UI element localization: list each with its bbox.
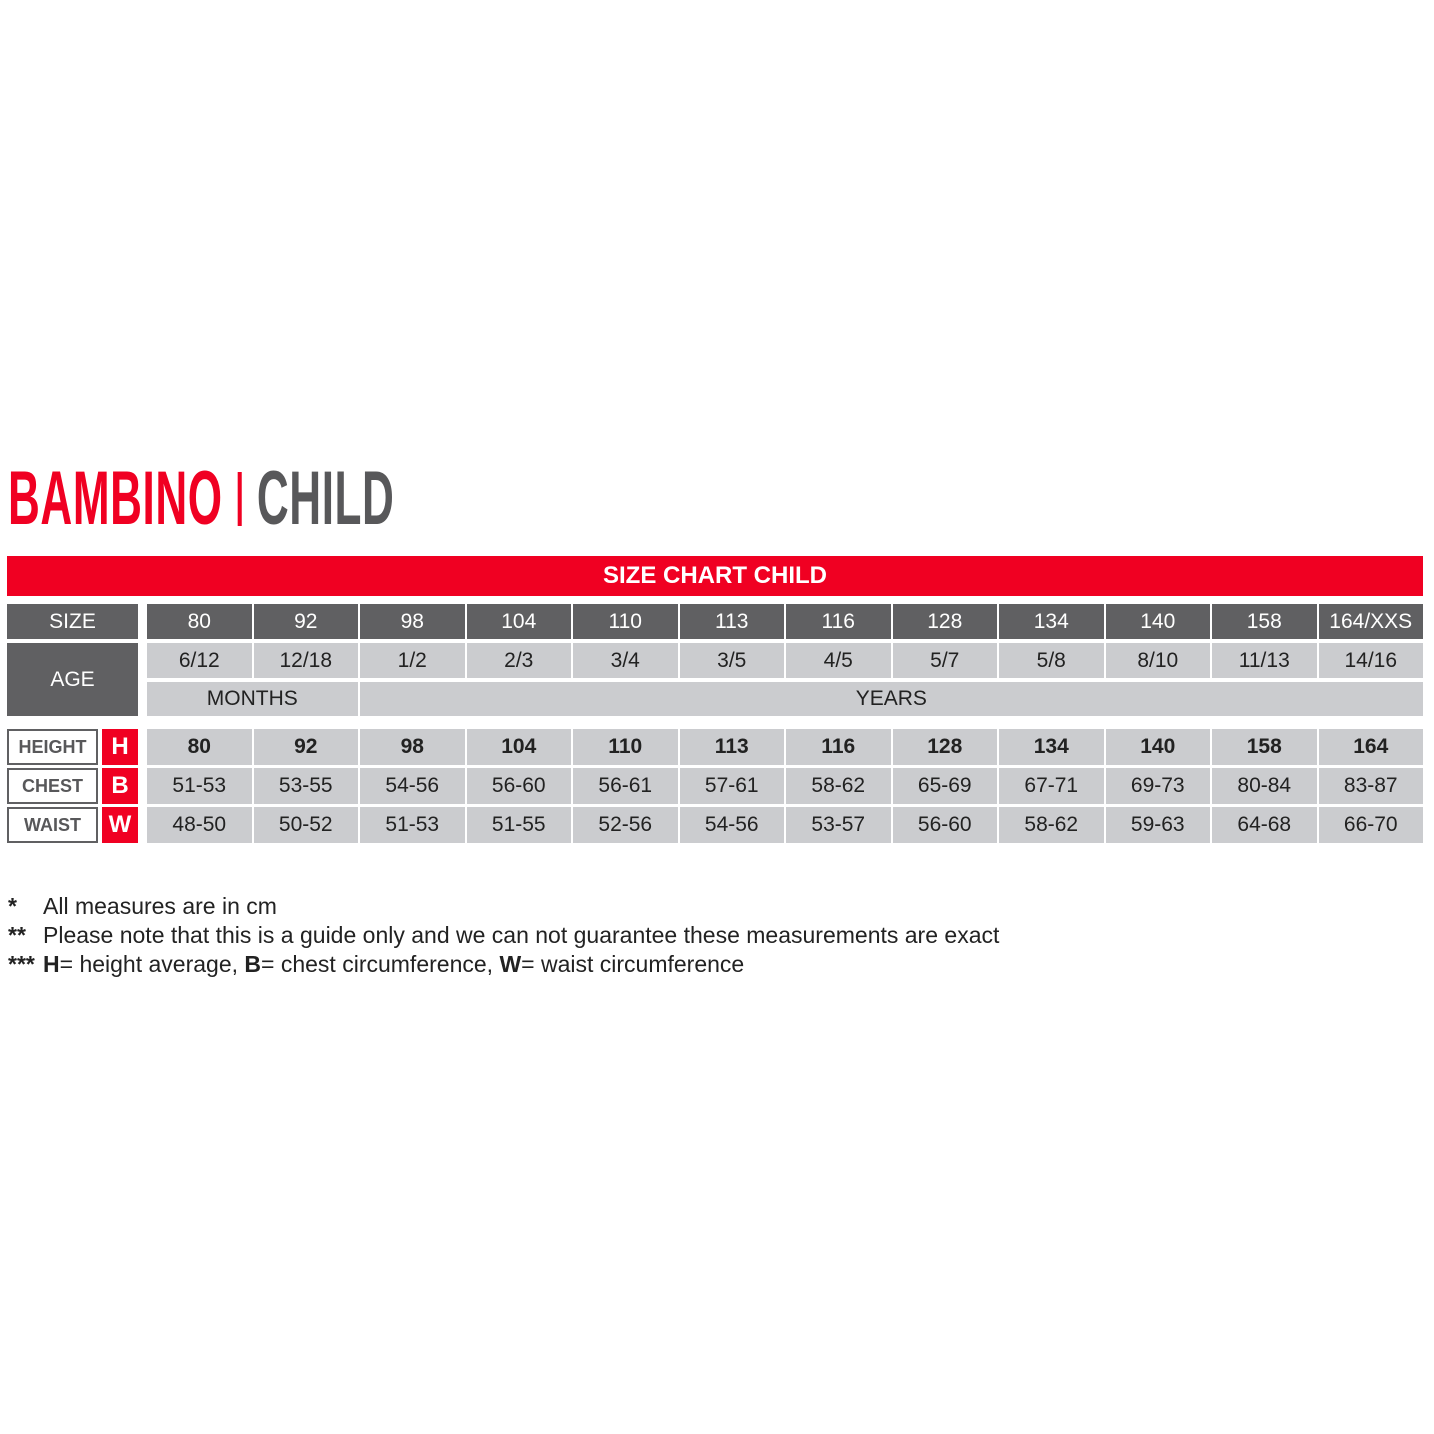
footnote: * All measures are in cm	[8, 892, 999, 921]
chart-banner: SIZE CHART CHILD	[7, 556, 1423, 596]
age-cell: 11/13	[1212, 643, 1317, 678]
measure-row-waist: 48-50 50-52 51-53 51-55 52-56 54-56 53-57 56-60…	[147, 807, 1423, 843]
size-row: 80 92 98 104 110 113 116 128 134 140 158 164/XXS	[147, 604, 1423, 639]
measure-cell: 58-62	[786, 768, 891, 804]
size-cell: 116	[786, 604, 891, 639]
measure-cell: 50-52	[253, 807, 358, 843]
measure-label-height: HEIGHT	[7, 729, 98, 765]
measure-cell: 66-70	[1318, 807, 1423, 843]
age-cell: 3/4	[573, 643, 678, 678]
measure-cell: 64-68	[1212, 807, 1317, 843]
measure-cell: 51-53	[147, 768, 252, 804]
footnotes: * All measures are in cm ** Please note tha…	[8, 892, 999, 979]
age-cell: 5/7	[892, 643, 997, 678]
age-cell: 4/5	[786, 643, 891, 678]
measure-cell: 83-87	[1318, 768, 1423, 804]
measure-cell: 54-56	[679, 807, 784, 843]
measure-cell: 57-61	[679, 768, 784, 804]
footnote-mark: ***	[8, 951, 35, 977]
measure-cell: 51-53	[360, 807, 465, 843]
title-primary: BAMBINO	[8, 456, 223, 541]
measure-cell: 56-60	[466, 768, 571, 804]
months-label: MONTHS	[147, 682, 358, 716]
measure-cell: 80-84	[1212, 768, 1317, 804]
measure-letter-h: H	[102, 729, 138, 765]
age-cell: 8/10	[1105, 643, 1210, 678]
size-cell: 140	[1105, 604, 1210, 639]
age-cell: 14/16	[1318, 643, 1423, 678]
size-cell: 164/XXS	[1318, 604, 1423, 639]
footnote-mark: *	[8, 893, 17, 919]
measure-cell: 52-56	[573, 807, 678, 843]
measure-cell: 58-62	[999, 807, 1104, 843]
age-label: AGE	[7, 643, 138, 716]
measure-cell: 134	[999, 729, 1104, 765]
footnote-text: = waist circumference	[521, 951, 745, 977]
years-label: YEARS	[359, 682, 1423, 716]
age-cell: 5/8	[999, 643, 1104, 678]
measure-cell: 140	[1105, 729, 1210, 765]
size-cell: 98	[360, 604, 465, 639]
age-cell: 1/2	[360, 643, 465, 678]
title-secondary: CHILD	[256, 456, 395, 541]
footnote-text: Please note that this is a guide only an…	[43, 922, 1000, 948]
measure-cell: 54-56	[360, 768, 465, 804]
measure-label-chest: CHEST	[7, 768, 98, 804]
size-cell: 158	[1212, 604, 1317, 639]
measure-cell: 59-63	[1105, 807, 1210, 843]
measure-cell: 56-61	[573, 768, 678, 804]
size-cell: 92	[253, 604, 358, 639]
footnote: *** H= height average, B= chest circumfer…	[8, 950, 999, 979]
age-unit-row: MONTHS YEARS	[147, 682, 1423, 716]
measure-cell: 56-60	[892, 807, 997, 843]
measure-cell: 65-69	[892, 768, 997, 804]
age-row: 6/12 12/18 1/2 2/3 3/4 3/5 4/5 5/7 5/8 8/10 11/13 1…	[147, 643, 1423, 678]
footnote: ** Please note that this is a guide only …	[8, 921, 999, 950]
age-cell: 6/12	[147, 643, 252, 678]
measure-cell: 158	[1212, 729, 1317, 765]
measure-cell: 53-55	[253, 768, 358, 804]
age-cell: 12/18	[253, 643, 358, 678]
measure-cell: 67-71	[999, 768, 1104, 804]
size-label: SIZE	[7, 604, 138, 639]
measure-label-waist: WAIST	[7, 807, 98, 843]
measure-cell: 53-57	[786, 807, 891, 843]
size-cell: 110	[573, 604, 678, 639]
measure-row-chest: 51-53 53-55 54-56 56-60 56-61 57-61 58-62 65-69…	[147, 768, 1423, 804]
footnote-key: H	[43, 951, 60, 977]
measure-letter-b: B	[102, 768, 138, 804]
measure-cell: 80	[147, 729, 252, 765]
footnote-text: = chest circumference,	[261, 951, 500, 977]
footnote-mark: **	[8, 922, 26, 948]
measure-cell: 116	[786, 729, 891, 765]
footnote-text: = height average,	[59, 951, 245, 977]
measure-row-height: 80 92 98 104 110 113 116 128 134 140 158 164	[147, 729, 1423, 765]
measure-letter-w: W	[102, 807, 138, 843]
measure-cell: 48-50	[147, 807, 252, 843]
footnote-text: All measures are in cm	[43, 893, 277, 919]
size-cell: 80	[147, 604, 252, 639]
footnote-key: B	[244, 951, 262, 977]
size-cell: 113	[679, 604, 784, 639]
measure-cell: 110	[573, 729, 678, 765]
size-cell: 128	[892, 604, 997, 639]
footnote-key: W	[499, 951, 522, 977]
title-divider	[237, 472, 242, 526]
measure-cell: 92	[253, 729, 358, 765]
measure-cell: 69-73	[1105, 768, 1210, 804]
measure-cell: 51-55	[466, 807, 571, 843]
measure-cell: 164	[1318, 729, 1423, 765]
measure-cell: 98	[360, 729, 465, 765]
page-title: BAMBINO CHILD	[8, 455, 394, 541]
age-cell: 2/3	[466, 643, 571, 678]
size-cell: 104	[466, 604, 571, 639]
measure-cell: 104	[466, 729, 571, 765]
measure-cell: 113	[679, 729, 784, 765]
measure-cell: 128	[892, 729, 997, 765]
size-cell: 134	[999, 604, 1104, 639]
age-cell: 3/5	[679, 643, 784, 678]
